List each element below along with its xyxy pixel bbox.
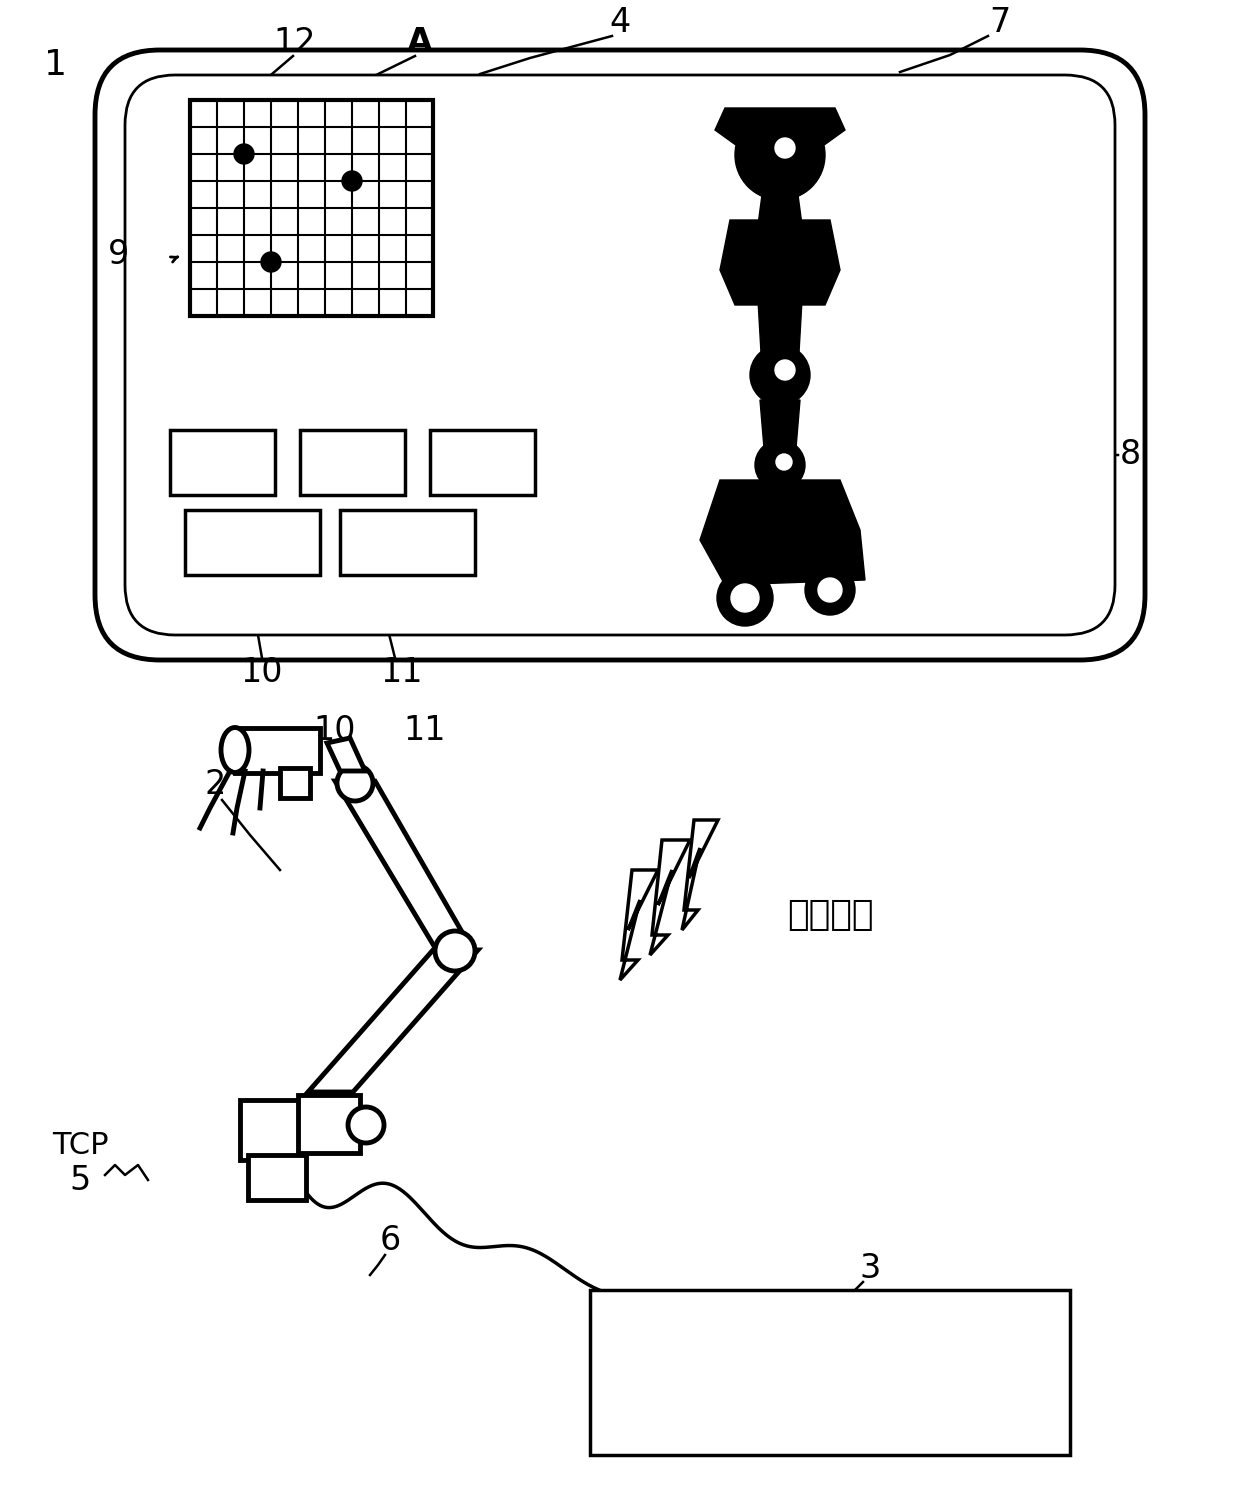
Polygon shape <box>682 820 718 930</box>
Circle shape <box>755 440 805 490</box>
Text: P2: P2 <box>329 445 376 478</box>
Text: 无线传输: 无线传输 <box>786 897 873 932</box>
Text: 9: 9 <box>108 239 129 272</box>
FancyBboxPatch shape <box>95 49 1145 660</box>
Text: 11: 11 <box>381 655 423 688</box>
Text: 10: 10 <box>241 655 283 688</box>
Text: 3: 3 <box>859 1251 880 1284</box>
Bar <box>280 767 310 797</box>
Text: 1: 1 <box>43 48 67 82</box>
Circle shape <box>776 454 792 470</box>
Bar <box>170 430 275 496</box>
Circle shape <box>717 570 773 626</box>
Circle shape <box>805 564 856 615</box>
Bar <box>300 430 405 496</box>
Text: 10: 10 <box>314 714 356 746</box>
Polygon shape <box>758 300 802 370</box>
Circle shape <box>775 137 795 158</box>
Circle shape <box>735 110 825 200</box>
Bar <box>190 100 433 317</box>
Circle shape <box>337 764 373 802</box>
Text: 确认: 确认 <box>234 527 270 557</box>
Text: P1: P1 <box>198 445 246 478</box>
Polygon shape <box>327 738 365 770</box>
Circle shape <box>234 143 254 164</box>
Circle shape <box>260 252 281 272</box>
Text: 控制装置: 控制装置 <box>780 1351 880 1393</box>
Circle shape <box>732 584 759 612</box>
Text: 2: 2 <box>205 769 226 802</box>
Bar <box>340 511 475 575</box>
Text: TCP: TCP <box>52 1130 108 1160</box>
Circle shape <box>750 345 810 405</box>
Bar <box>241 1100 305 1160</box>
Text: 4: 4 <box>609 6 631 39</box>
Polygon shape <box>760 400 800 460</box>
Circle shape <box>342 172 362 191</box>
Ellipse shape <box>221 727 249 772</box>
Text: P3: P3 <box>458 445 506 478</box>
Circle shape <box>435 932 475 970</box>
Bar <box>298 1094 360 1153</box>
Polygon shape <box>620 870 658 979</box>
Circle shape <box>348 1106 384 1144</box>
FancyBboxPatch shape <box>125 75 1115 635</box>
Polygon shape <box>308 950 477 1091</box>
Text: 5: 5 <box>69 1163 91 1196</box>
Bar <box>236 729 320 773</box>
Circle shape <box>775 360 795 381</box>
Text: 8: 8 <box>1120 439 1141 472</box>
Polygon shape <box>720 219 839 305</box>
Bar <box>248 1156 306 1200</box>
Text: 11: 11 <box>404 714 446 746</box>
Circle shape <box>818 578 842 602</box>
Text: 取消: 取消 <box>389 527 425 557</box>
Bar <box>430 430 534 496</box>
Bar <box>590 1290 1070 1456</box>
Polygon shape <box>701 481 866 585</box>
Polygon shape <box>715 107 844 148</box>
Polygon shape <box>758 196 802 225</box>
Text: A: A <box>407 25 433 58</box>
Text: 6: 6 <box>379 1223 401 1257</box>
Polygon shape <box>335 781 472 951</box>
Text: 12: 12 <box>274 25 316 58</box>
Text: 7: 7 <box>990 6 1011 39</box>
Bar <box>185 511 320 575</box>
Polygon shape <box>650 841 689 956</box>
